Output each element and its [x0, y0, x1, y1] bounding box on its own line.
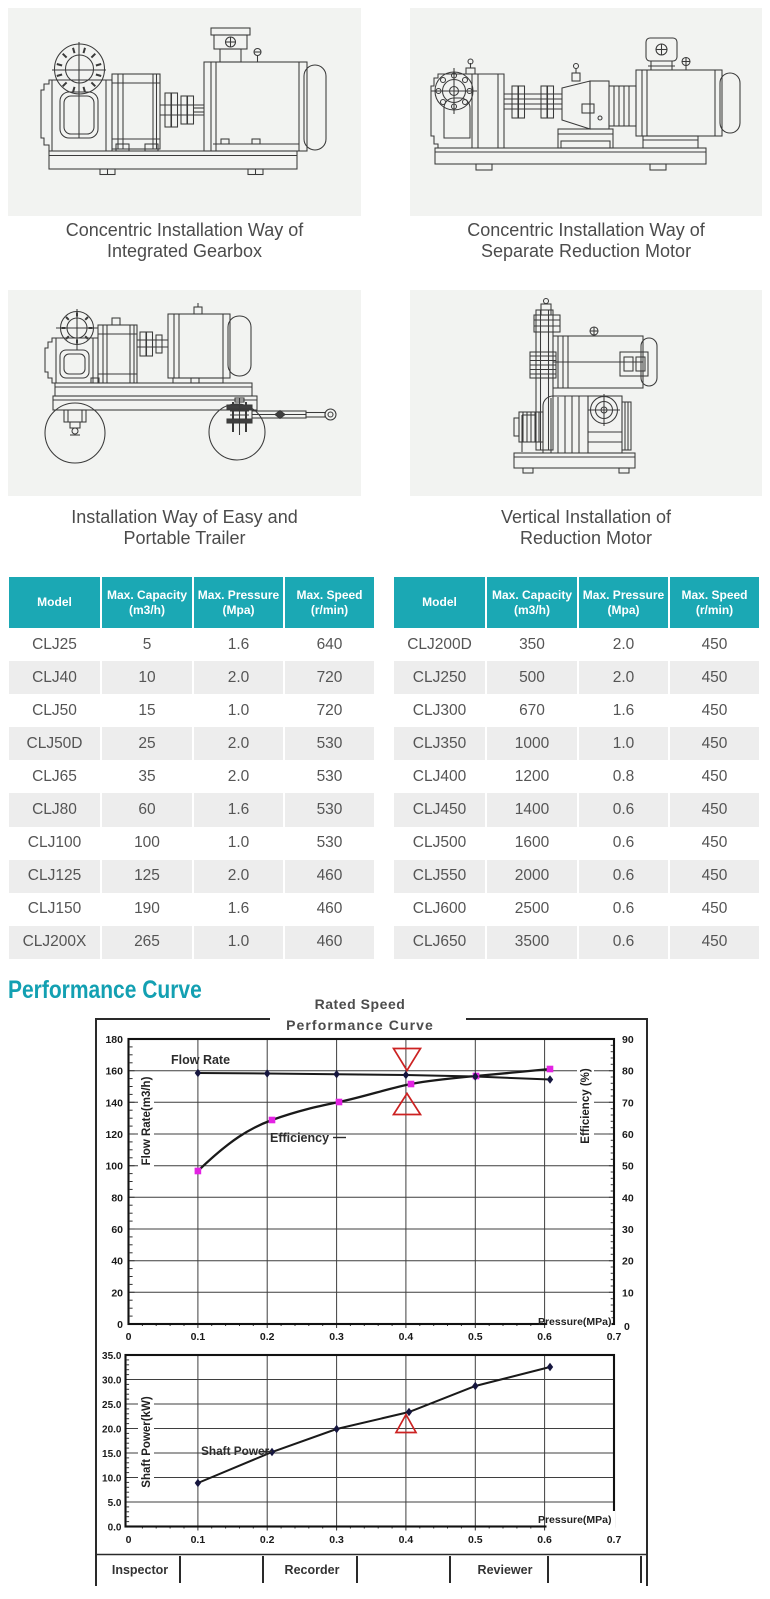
- svg-text:15.0: 15.0: [102, 1449, 122, 1460]
- svg-text:0.4: 0.4: [399, 1534, 414, 1546]
- svg-text:Performance Curve: Performance Curve: [286, 1017, 434, 1033]
- svg-text:Reviewer: Reviewer: [478, 1563, 533, 1577]
- svg-text:Shaft Power(kW): Shaft Power(kW): [141, 1396, 153, 1488]
- svg-text:0.6: 0.6: [537, 1534, 552, 1546]
- svg-text:20.0: 20.0: [102, 1425, 122, 1436]
- svg-text:0.0: 0.0: [108, 1523, 122, 1534]
- svg-text:Rated Speed: Rated Speed: [315, 996, 406, 1012]
- svg-text:10: 10: [622, 1287, 634, 1299]
- svg-text:0: 0: [624, 1321, 630, 1333]
- svg-text:0.2: 0.2: [260, 1534, 275, 1546]
- svg-text:80: 80: [111, 1192, 123, 1204]
- svg-text:0.4: 0.4: [399, 1331, 414, 1343]
- svg-text:40: 40: [111, 1256, 123, 1268]
- svg-text:Efficiency: Efficiency: [270, 1131, 329, 1145]
- svg-text:0: 0: [117, 1319, 123, 1331]
- svg-text:0: 0: [126, 1331, 132, 1343]
- svg-text:0.1: 0.1: [191, 1331, 206, 1343]
- svg-text:Flow Rate: Flow Rate: [171, 1053, 230, 1067]
- svg-text:80: 80: [622, 1066, 634, 1078]
- svg-text:0.6: 0.6: [537, 1331, 552, 1343]
- svg-text:5.0: 5.0: [108, 1498, 122, 1509]
- svg-text:0.5: 0.5: [468, 1534, 483, 1546]
- svg-text:180: 180: [105, 1034, 123, 1046]
- svg-text:Flow Rate(m3/h): Flow Rate(m3/h): [141, 1076, 153, 1165]
- svg-text:Pressure(MPa): Pressure(MPa): [538, 1316, 612, 1328]
- svg-text:Recorder: Recorder: [285, 1563, 340, 1577]
- svg-text:50: 50: [622, 1161, 634, 1173]
- svg-text:Inspector: Inspector: [112, 1563, 168, 1577]
- svg-text:25.0: 25.0: [102, 1400, 122, 1411]
- svg-text:Pressure(MPa): Pressure(MPa): [538, 1514, 612, 1526]
- svg-text:40: 40: [622, 1192, 634, 1204]
- svg-text:160: 160: [105, 1066, 123, 1078]
- svg-text:20: 20: [622, 1256, 634, 1268]
- svg-text:30.0: 30.0: [102, 1376, 122, 1387]
- svg-text:120: 120: [105, 1129, 123, 1141]
- svg-text:10.0: 10.0: [102, 1474, 122, 1485]
- svg-text:0.3: 0.3: [329, 1534, 344, 1546]
- svg-text:100: 100: [105, 1161, 123, 1173]
- svg-text:0.1: 0.1: [191, 1534, 206, 1546]
- svg-text:60: 60: [111, 1224, 123, 1236]
- svg-text:140: 140: [105, 1097, 123, 1109]
- svg-text:0.3: 0.3: [329, 1331, 344, 1343]
- svg-text:0.7: 0.7: [607, 1534, 622, 1546]
- svg-text:30: 30: [622, 1224, 634, 1236]
- svg-text:0.2: 0.2: [260, 1331, 275, 1343]
- svg-text:20: 20: [111, 1287, 123, 1299]
- svg-text:90: 90: [622, 1034, 634, 1046]
- svg-text:70: 70: [622, 1097, 634, 1109]
- svg-text:60: 60: [622, 1129, 634, 1141]
- svg-text:0: 0: [126, 1534, 132, 1546]
- svg-text:Shaft Power: Shaft Power: [201, 1444, 270, 1458]
- svg-text:35.0: 35.0: [102, 1351, 122, 1362]
- svg-text:0.7: 0.7: [607, 1331, 622, 1343]
- svg-text:0.5: 0.5: [468, 1331, 483, 1343]
- svg-text:Efficiency (%): Efficiency (%): [580, 1068, 592, 1144]
